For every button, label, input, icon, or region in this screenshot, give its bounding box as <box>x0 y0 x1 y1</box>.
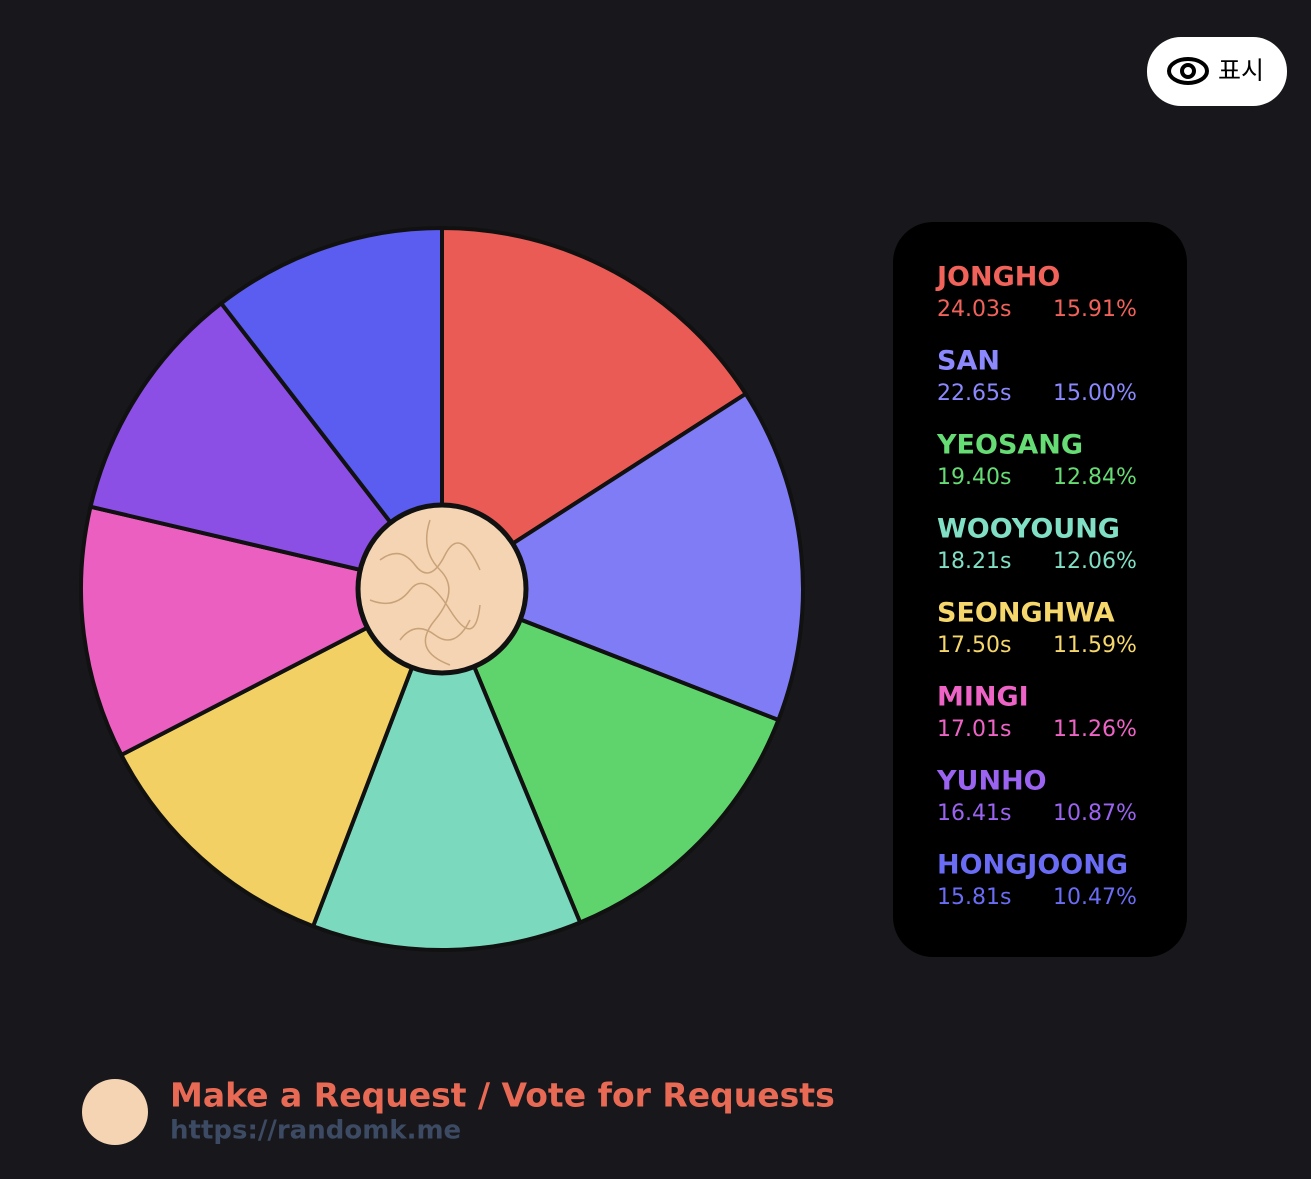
legend-seconds: 17.01s <box>937 717 1011 742</box>
legend-seconds: 17.50s <box>937 633 1011 658</box>
legend-name: MINGI <box>937 682 1029 713</box>
pie-slice <box>218 225 444 595</box>
legend-seconds: 16.41s <box>937 801 1011 826</box>
footer-logo <box>82 1079 148 1145</box>
legend-seconds: 19.40s <box>937 465 1011 490</box>
legend-seconds: 24.03s <box>937 297 1011 322</box>
footer: Make a Request / Vote for Requests https… <box>82 1076 835 1146</box>
center-logo <box>355 502 529 676</box>
pie-slice <box>118 584 446 929</box>
legend-percent: 15.91% <box>1053 297 1137 322</box>
legend-name: YEOSANG <box>936 430 1083 461</box>
pie <box>79 225 805 952</box>
footer-request[interactable]: Make a Request / Vote for Requests <box>170 1076 835 1115</box>
pie-slice <box>437 391 805 723</box>
show-button-label[interactable]: 표시 <box>1218 56 1264 85</box>
legend-percent: 11.59% <box>1053 633 1137 658</box>
legend-seconds: 15.81s <box>937 885 1011 910</box>
legend-seconds: 18.21s <box>937 549 1011 574</box>
legend-name: SAN <box>937 346 1000 377</box>
legend-name: SEONGHWA <box>937 598 1115 629</box>
legend-name: WOOYOUNG <box>937 514 1120 545</box>
legend-percent: 10.87% <box>1053 801 1137 826</box>
legend-percent: 11.26% <box>1053 717 1137 742</box>
legend-percent: 12.06% <box>1053 549 1137 574</box>
legend-percent: 15.00% <box>1053 381 1137 406</box>
legend-seconds: 22.65s <box>937 381 1011 406</box>
show-button[interactable]: 표시 <box>1147 37 1287 106</box>
legend-name: YUNHO <box>936 766 1047 797</box>
legend: JONGHO 24.03s 15.91% SAN 22.65s 15.00% YEOSANG… <box>935 262 1137 911</box>
legend-percent: 12.84% <box>1053 465 1137 490</box>
pie-slice <box>310 583 583 952</box>
legend-percent: 10.47% <box>1053 885 1137 910</box>
legend-name: JONGHO <box>935 262 1060 293</box>
pie-slice <box>440 225 749 593</box>
legend-name: HONGJOONG <box>937 850 1128 881</box>
pie-slice <box>438 585 781 926</box>
footer-url[interactable]: https://randomk.me <box>170 1116 461 1146</box>
pie-slice <box>88 300 448 593</box>
legend-box <box>893 222 1187 957</box>
